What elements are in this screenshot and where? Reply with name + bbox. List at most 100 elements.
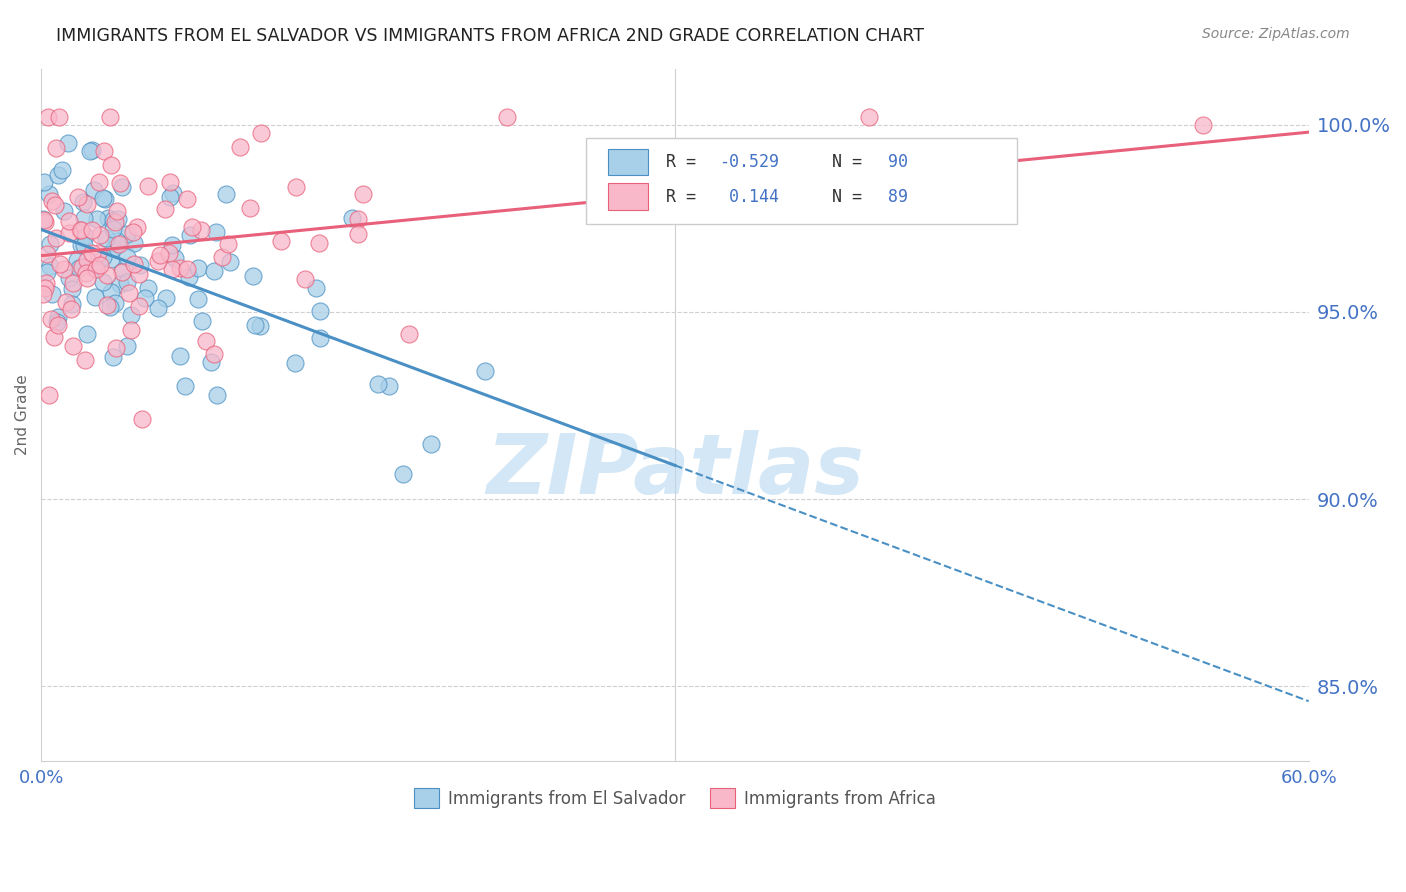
Point <box>117 250 139 264</box>
Text: R =: R = <box>666 153 706 171</box>
Point <box>103 241 125 255</box>
Point <box>115 227 138 242</box>
Point <box>39 236 62 251</box>
Point <box>110 177 132 191</box>
Point <box>194 334 217 349</box>
Point <box>56 136 79 150</box>
Point <box>91 250 114 264</box>
Text: 90: 90 <box>887 153 908 171</box>
Point <box>38 388 60 402</box>
Point <box>160 238 183 252</box>
Point <box>66 189 89 203</box>
Point <box>80 246 103 260</box>
Point <box>75 353 97 368</box>
Point <box>73 228 96 243</box>
Point <box>202 347 225 361</box>
Point <box>242 269 264 284</box>
Point <box>122 226 145 240</box>
Point <box>294 272 316 286</box>
Point <box>1192 118 1215 132</box>
Point <box>157 246 180 260</box>
Point <box>75 266 97 280</box>
Point <box>118 285 141 300</box>
Point <box>32 175 55 189</box>
Point <box>120 323 142 337</box>
Point <box>89 258 111 272</box>
Y-axis label: 2nd Grade: 2nd Grade <box>15 375 30 455</box>
Point <box>83 183 105 197</box>
Point <box>97 211 120 225</box>
Point <box>96 268 118 282</box>
Point <box>103 350 125 364</box>
Point <box>66 252 89 267</box>
FancyBboxPatch shape <box>586 137 1017 225</box>
Point <box>55 295 77 310</box>
Point <box>98 301 121 315</box>
Point <box>104 215 127 229</box>
Point <box>108 277 131 292</box>
Point <box>176 192 198 206</box>
Point <box>38 259 60 273</box>
Point <box>101 222 124 236</box>
Point <box>200 355 222 369</box>
Point <box>176 262 198 277</box>
Point <box>58 226 80 240</box>
Point <box>111 265 134 279</box>
Point <box>87 175 110 189</box>
Point <box>187 260 209 275</box>
Point <box>45 231 67 245</box>
Point <box>115 338 138 352</box>
Point <box>495 110 517 124</box>
Point <box>87 246 110 260</box>
Point <box>128 267 150 281</box>
Point <box>93 145 115 159</box>
Point <box>111 179 134 194</box>
Point <box>305 281 328 295</box>
Point <box>419 437 441 451</box>
Point <box>347 227 370 241</box>
Point <box>48 110 70 124</box>
Point <box>76 196 98 211</box>
Text: 0.144: 0.144 <box>720 187 779 206</box>
Point <box>169 260 191 275</box>
Point <box>60 282 83 296</box>
Point <box>146 301 169 315</box>
Point <box>83 290 105 304</box>
Point <box>191 314 214 328</box>
Text: -0.529: -0.529 <box>720 153 779 171</box>
Point <box>37 265 59 279</box>
Point <box>46 310 69 324</box>
Point <box>34 215 56 229</box>
Point <box>49 256 72 270</box>
Point <box>239 201 262 215</box>
Point <box>32 287 55 301</box>
Point <box>155 291 177 305</box>
Point <box>284 180 307 194</box>
Point <box>79 145 101 159</box>
Point <box>134 291 156 305</box>
Point <box>340 211 363 226</box>
Point <box>159 190 181 204</box>
Point <box>96 298 118 312</box>
Point <box>58 213 80 227</box>
Point <box>398 326 420 341</box>
Point <box>159 175 181 189</box>
Point <box>46 315 69 329</box>
Point <box>128 299 150 313</box>
Point <box>34 280 56 294</box>
Point <box>205 388 228 402</box>
Legend: Immigrants from El Salvador, Immigrants from Africa: Immigrants from El Salvador, Immigrants … <box>408 781 942 815</box>
Point <box>100 285 122 299</box>
Point <box>67 260 90 275</box>
Point <box>38 187 60 202</box>
Bar <box>607 184 648 210</box>
Point <box>308 304 330 318</box>
Point <box>173 379 195 393</box>
Point <box>217 236 239 251</box>
Point <box>69 223 91 237</box>
Point <box>346 212 368 227</box>
Point <box>101 213 124 227</box>
Point <box>44 197 66 211</box>
Point <box>44 330 66 344</box>
Point <box>378 378 401 392</box>
